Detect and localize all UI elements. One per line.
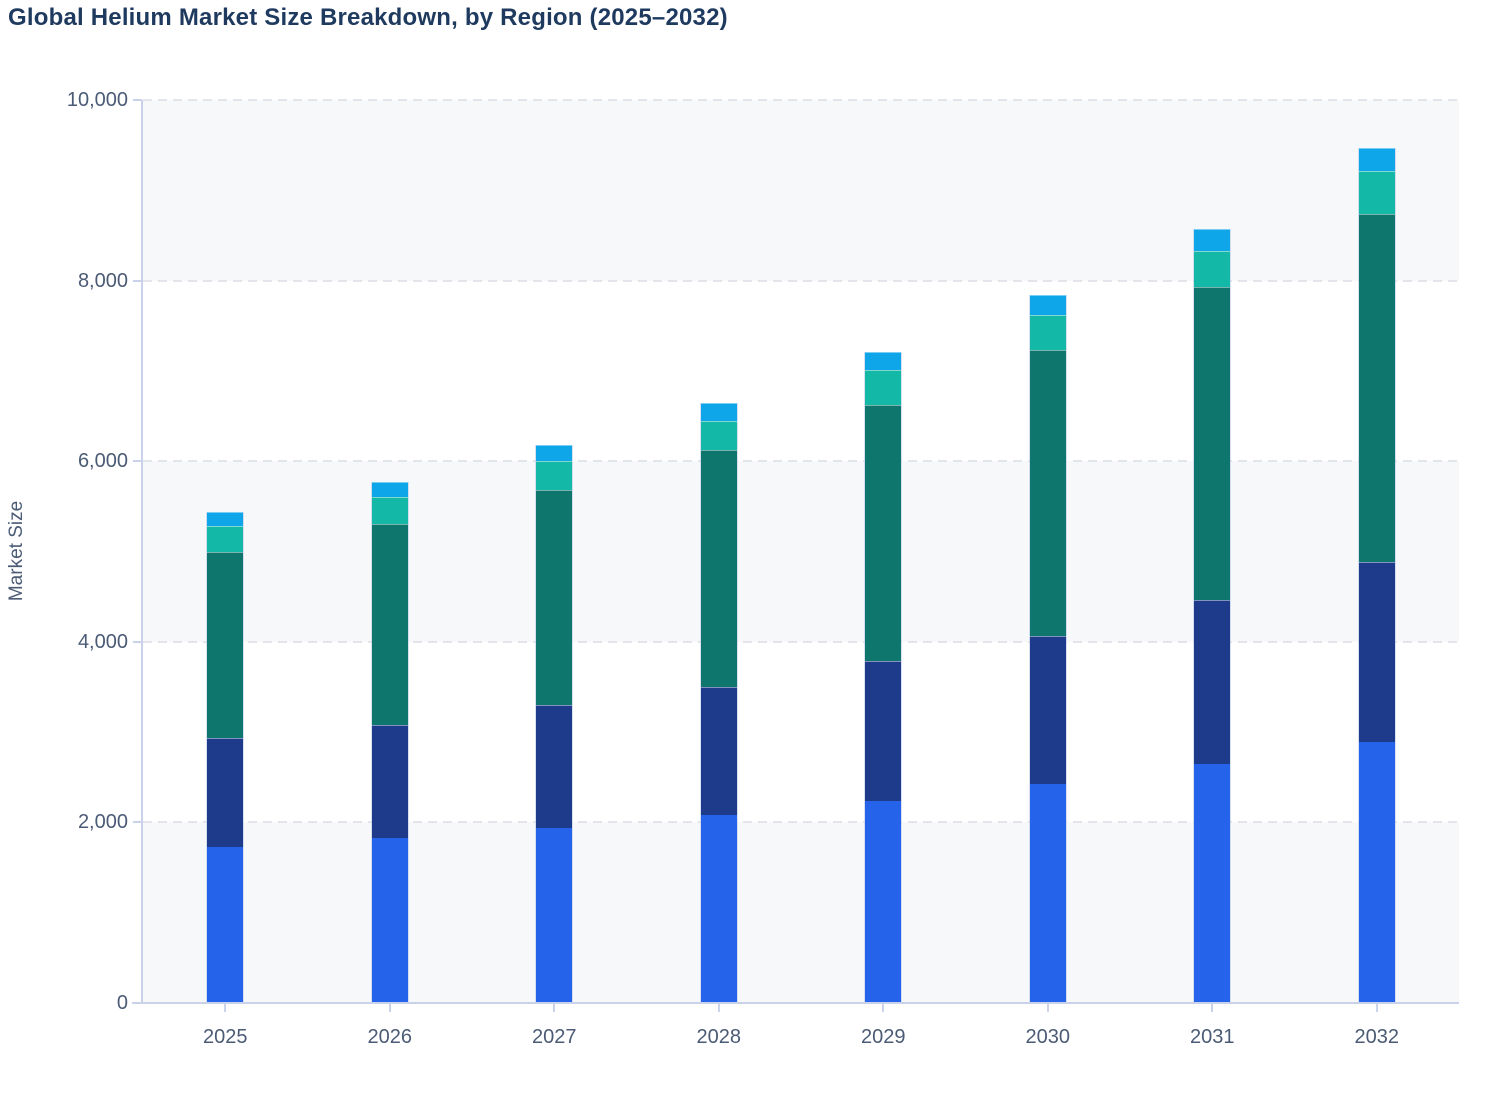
gridline-10000 (143, 99, 1459, 101)
bar-2030-dark-navy-segment[interactable] (1029, 635, 1066, 784)
y-axis-line (141, 100, 143, 1004)
bar-2032-dark-navy-segment[interactable] (1358, 562, 1395, 742)
x-tick-2027 (553, 1003, 556, 1012)
bar-2026-sky-blue-segment[interactable] (371, 481, 408, 497)
bar-2031-sky-blue-segment[interactable] (1194, 229, 1231, 252)
bar-2032-blue-base-segment[interactable] (1358, 741, 1395, 1003)
bar-2030[interactable] (1028, 295, 1067, 1003)
bar-2025-sky-blue-segment[interactable] (207, 511, 244, 527)
bar-2025-dark-navy-segment[interactable] (207, 737, 244, 848)
bar-2029-blue-base-segment[interactable] (865, 801, 902, 1003)
bar-2029-sky-blue-segment[interactable] (865, 351, 902, 371)
bar-2032[interactable] (1357, 147, 1396, 1003)
x-tick-label-2030: 2030 (1025, 1026, 1071, 1048)
y-tick-4000 (133, 640, 142, 643)
y-tick-label-6000: 6,000 (77, 450, 128, 473)
bar-2031-dark-teal-segment[interactable] (1194, 287, 1231, 600)
bar-2031[interactable] (1193, 229, 1232, 1003)
grid-band (143, 822, 1459, 1003)
grid-band (143, 280, 1459, 462)
bar-2028-dark-navy-segment[interactable] (700, 686, 737, 816)
bar-2026-dark-navy-segment[interactable] (371, 724, 408, 838)
grid-band (143, 641, 1459, 823)
bar-2030-light-teal-segment[interactable] (1029, 314, 1066, 350)
x-tick-label-2027: 2027 (532, 1026, 577, 1048)
x-tick-2031 (1211, 1003, 1214, 1012)
y-tick-label-10000: 10,000 (66, 89, 128, 111)
x-axis-line (132, 1002, 1459, 1004)
bar-2027[interactable] (535, 444, 574, 1003)
bar-2031-light-teal-segment[interactable] (1194, 251, 1231, 288)
chart-title: Global Helium Market Size Breakdown, by … (8, 4, 728, 31)
bar-2029[interactable] (864, 351, 903, 1003)
x-tick-label-2032: 2032 (1354, 1026, 1400, 1048)
bar-2030-sky-blue-segment[interactable] (1029, 295, 1066, 315)
x-tick-2029 (882, 1003, 885, 1012)
plot-area (143, 99, 1459, 1003)
x-tick-2026 (388, 1003, 391, 1012)
bar-2026-light-teal-segment[interactable] (371, 496, 408, 525)
bar-2025-blue-base-segment[interactable] (207, 847, 244, 1003)
bar-2028-dark-teal-segment[interactable] (700, 450, 737, 687)
bar-2032-light-teal-segment[interactable] (1358, 170, 1395, 214)
bar-2027-sky-blue-segment[interactable] (536, 444, 573, 462)
bar-2028-blue-base-segment[interactable] (700, 815, 737, 1003)
bar-2027-dark-teal-segment[interactable] (536, 489, 573, 706)
gridline-2000 (143, 821, 1459, 824)
y-axis-title: Market Size (6, 500, 27, 602)
x-tick-label-2031: 2031 (1190, 1026, 1235, 1048)
y-tick-label-8000: 8,000 (77, 269, 128, 292)
bar-2029-light-teal-segment[interactable] (865, 370, 902, 405)
bar-2032-sky-blue-segment[interactable] (1358, 147, 1395, 171)
gridline-6000 (143, 460, 1459, 463)
bar-2028[interactable] (699, 403, 738, 1003)
bar-2031-dark-navy-segment[interactable] (1194, 599, 1231, 765)
grid-band (143, 461, 1459, 642)
y-tick-10000 (133, 99, 142, 101)
bar-2031-blue-base-segment[interactable] (1194, 764, 1231, 1003)
x-tick-label-2025: 2025 (203, 1026, 248, 1048)
y-tick-8000 (133, 279, 142, 282)
bar-2030-dark-teal-segment[interactable] (1029, 349, 1066, 636)
bar-2032-dark-teal-segment[interactable] (1358, 213, 1395, 563)
bar-2026-dark-teal-segment[interactable] (371, 524, 408, 725)
bar-2030-blue-base-segment[interactable] (1029, 783, 1066, 1003)
bar-2028-light-teal-segment[interactable] (700, 420, 737, 451)
bar-2027-light-teal-segment[interactable] (536, 461, 573, 490)
y-tick-label-2000: 2,000 (77, 811, 128, 834)
bar-2025-dark-teal-segment[interactable] (207, 551, 244, 738)
y-tick-label-0: 0 (116, 992, 128, 1014)
gridline-8000 (143, 279, 1459, 282)
bar-2027-dark-navy-segment[interactable] (536, 705, 573, 829)
bar-2029-dark-teal-segment[interactable] (865, 404, 902, 662)
x-tick-2025 (224, 1003, 227, 1012)
x-tick-2032 (1375, 1003, 1378, 1012)
grid-band (143, 100, 1459, 281)
x-tick-label-2028: 2028 (696, 1026, 742, 1048)
bar-2026-blue-base-segment[interactable] (371, 837, 408, 1003)
bar-2025[interactable] (206, 511, 245, 1003)
gridline-4000 (143, 640, 1459, 643)
x-tick-label-2026: 2026 (367, 1026, 413, 1048)
bar-2026[interactable] (370, 481, 409, 1003)
x-tick-2028 (717, 1003, 720, 1012)
x-tick-label-2029: 2029 (861, 1026, 906, 1048)
y-tick-0 (133, 1002, 142, 1004)
bar-2028-sky-blue-segment[interactable] (700, 403, 737, 421)
bar-2029-dark-navy-segment[interactable] (865, 661, 902, 802)
y-tick-2000 (133, 821, 142, 824)
y-tick-6000 (133, 460, 142, 463)
bar-2025-light-teal-segment[interactable] (207, 526, 244, 552)
y-tick-label-4000: 4,000 (77, 630, 128, 653)
x-tick-2030 (1046, 1003, 1049, 1012)
bar-2027-blue-base-segment[interactable] (536, 828, 573, 1003)
